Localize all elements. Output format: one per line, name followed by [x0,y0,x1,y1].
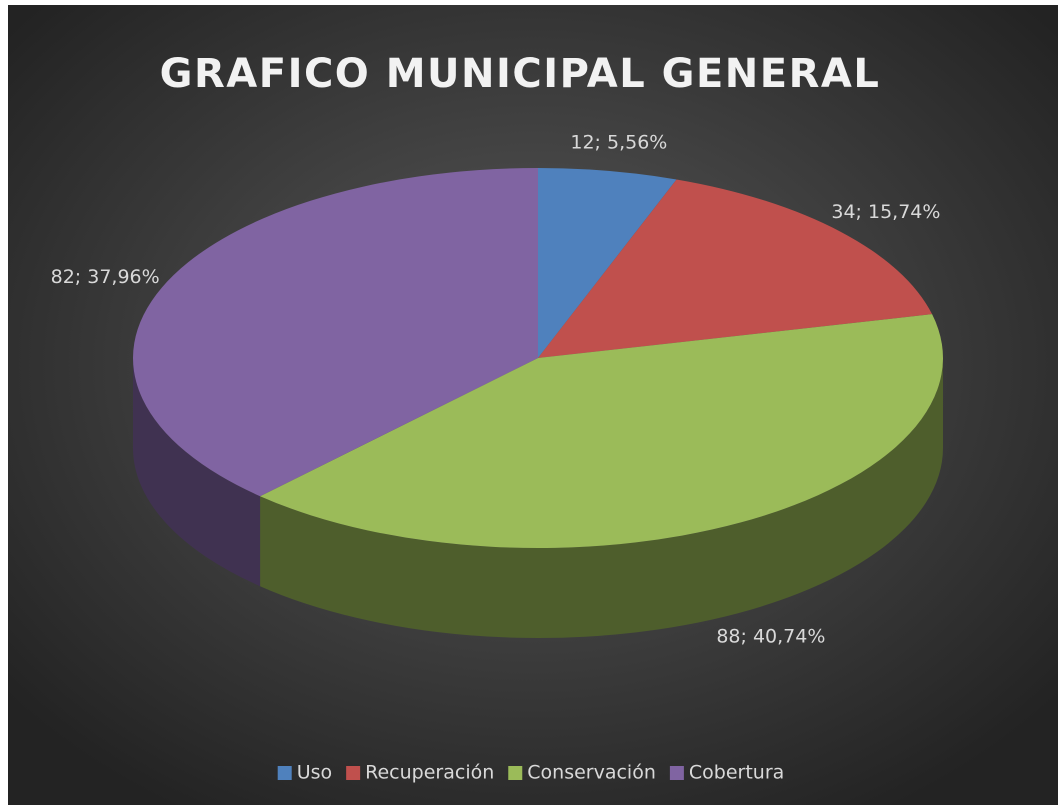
chart-title: GRAFICO MUNICIPAL GENERAL [160,51,881,97]
data-label: 88; 40,74% [716,626,825,648]
legend-swatch [669,766,684,780]
slice-side [133,358,261,587]
data-label: 82; 37,96% [51,266,160,288]
legend-label: Uso [297,762,332,784]
legend-label: Cobertura [689,762,784,784]
legend-label: Recuperación [365,762,494,784]
slice [260,314,943,548]
legend-swatch [346,766,361,780]
legend-swatch [277,766,292,780]
data-label: 12; 5,56% [570,131,667,153]
data-label: 34; 15,74% [831,201,940,223]
slice-side [260,358,943,638]
slice [133,168,538,497]
slice [538,168,677,358]
slice [538,179,933,358]
legend-swatch [508,766,523,780]
legend-label: Conservación [527,762,656,784]
